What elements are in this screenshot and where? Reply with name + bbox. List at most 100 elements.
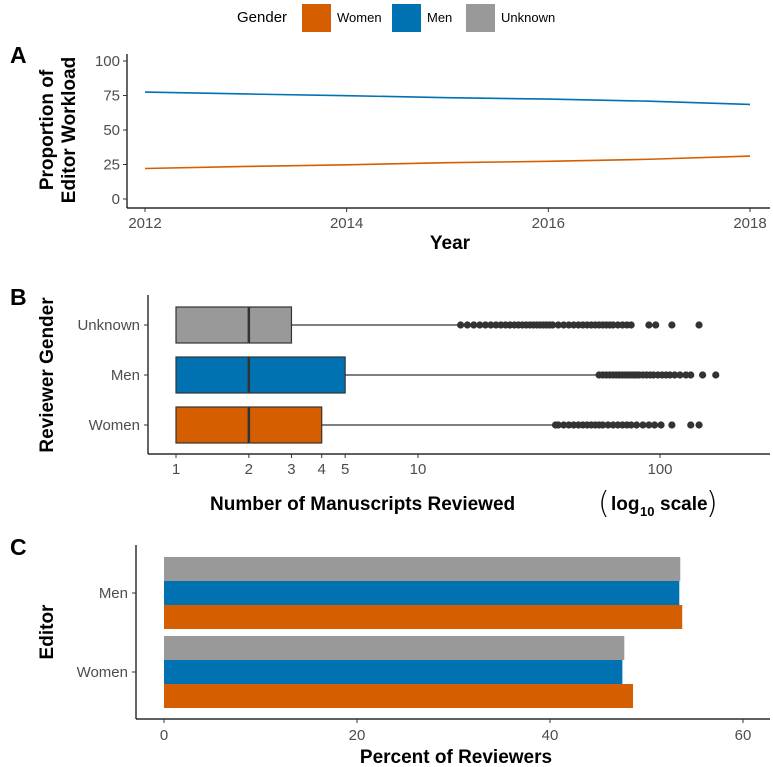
panel-b-outlier-women	[695, 421, 703, 429]
legend-label-women: Women	[337, 10, 382, 25]
panel-b-y-title-wrap: Reviewer Gender	[37, 297, 58, 453]
panel-a-x-tick-label: 2016	[532, 215, 565, 232]
panel-a-line-women	[144, 155, 751, 170]
panel-b-x-tick-label: 2	[245, 461, 253, 478]
legend-swatch-women	[302, 4, 331, 32]
panel-a-y-tick-label: 0	[112, 191, 120, 208]
panel-b-x-ticks: 1 2 3 4 5 10 100	[172, 454, 673, 478]
panel-b-outlier-women	[632, 421, 641, 429]
panel-c-bar-women-men	[164, 660, 623, 684]
panel-a-x-ticks: 2012 2014 2016 2018	[128, 208, 767, 232]
panel-b-x-title-base: 10	[640, 504, 654, 519]
panel-c-x-title: Percent of Reviewers	[360, 747, 552, 767]
panel-a-line-men	[144, 91, 751, 106]
panel-b-outlier-men	[671, 371, 679, 379]
panel-b-outlier-unknown	[487, 321, 495, 329]
panel-b-x-title-open-paren: (	[598, 486, 610, 521]
panel-c-x-tick-label: 20	[349, 727, 366, 744]
panel-b-outlier-men	[699, 371, 707, 379]
panel-b-outlier-women	[627, 421, 635, 429]
panel-c-x-tick-label: 0	[160, 727, 168, 744]
panel-b-x-tick-label: 100	[647, 461, 672, 478]
panel-c-bar-women-unknown	[164, 636, 625, 660]
legend-label-unknown: Unknown	[501, 10, 555, 25]
panel-a-y-tick-label: 75	[103, 88, 120, 105]
panel-b-x-title-log: log	[611, 494, 640, 515]
panel-b-outlier-women	[560, 421, 568, 429]
panel-a-y-tick-label: 25	[103, 157, 120, 174]
panel-b-outlier-women	[687, 421, 695, 429]
panel-a-y-title-line1: Proportion of	[37, 69, 58, 190]
panel-b-outlier-unknown	[652, 321, 660, 329]
panel-c-x-ticks: 0 20 40 60	[160, 719, 752, 744]
panel-c-y-tick-label: Men	[99, 585, 128, 602]
panel-c-x-tick-label: 40	[542, 727, 559, 744]
panel-a-x-title: Year	[430, 233, 471, 254]
panel-c-x-tick-label: 60	[735, 727, 752, 744]
panel-c-bar-women-women	[164, 684, 633, 708]
panel-a-y-title-line2: Editor Workload	[59, 57, 80, 203]
panel-c-y-tick-label: Women	[77, 664, 128, 681]
panel-b-x-tick-label: 3	[287, 461, 295, 478]
panel-b-outlier-women	[668, 421, 676, 429]
legend: Gender Women Men Unknown	[237, 4, 555, 32]
panel-b-x-title-close-paren: )	[706, 486, 718, 521]
panel-c-letter: C	[10, 534, 27, 560]
panel-b-outlier-unknown	[476, 321, 484, 329]
panel-b-outlier-unknown	[457, 321, 465, 329]
legend-swatch-unknown	[466, 4, 495, 32]
panel-b-outlier-men	[676, 371, 684, 379]
panel-a-lines	[144, 91, 751, 170]
panel-c-bar-men-men	[164, 581, 680, 605]
panel-a-y-tick-label: 100	[95, 53, 120, 70]
panel-b-y-ticks: Unknown Men Women	[77, 317, 148, 434]
panel-b-outlier-unknown	[549, 321, 557, 329]
panel-c-bars	[164, 557, 683, 708]
panel-b-letter: B	[10, 284, 27, 310]
legend-swatch-men	[392, 4, 421, 32]
panel-a-letter: A	[10, 42, 27, 68]
panel-b-box-men	[175, 356, 346, 394]
panel-b-x-tick-label: 10	[410, 461, 427, 478]
panel-b-y-tick-label: Men	[111, 367, 140, 384]
panel-a-y-title: Proportion of Editor Workload	[37, 57, 80, 203]
panel-b-x-title-main: Number of Manuscripts Reviewed	[210, 494, 515, 515]
panel-b-x-tick-label: 5	[341, 461, 349, 478]
panel-c-y-title-wrap: Editor	[37, 604, 58, 659]
panel-b-outlier-women	[604, 421, 612, 429]
panel-b-outlier-women	[554, 421, 562, 429]
panel-a-x-tick-label: 2012	[128, 215, 161, 232]
panel-b-x-tick-label: 1	[172, 461, 180, 478]
panel-b-outlier-women	[639, 421, 647, 429]
panel-b-outlier-women	[657, 421, 665, 429]
panel-b-box-unknown	[175, 306, 293, 344]
panel-c-y-title: Editor	[37, 604, 58, 659]
panel-b-outlier-unknown	[481, 321, 490, 329]
panel-b-x-title-scale: scale	[660, 494, 708, 515]
panel-b-outlier-men	[687, 371, 695, 379]
legend-title: Gender	[237, 9, 287, 26]
panel-b-outlier-women	[645, 421, 653, 429]
panel-b-boxes	[175, 306, 720, 444]
legend-label-men: Men	[427, 10, 452, 25]
panel-b-y-title: Reviewer Gender	[37, 297, 58, 453]
panel-a-x-tick-label: 2018	[733, 215, 766, 232]
panel-b-x-tick-label: 4	[318, 461, 326, 478]
panel-b-outlier-unknown	[560, 321, 568, 329]
panel-c-bar-men-unknown	[164, 557, 681, 581]
panel-a-y-ticks: 0 25 50 75 100	[95, 53, 127, 208]
panel-b-y-tick-label: Women	[89, 417, 140, 434]
panel-a: A 0 25 50 75 100 2012 2014 2016 2018 Year Propo…	[10, 42, 770, 254]
panel-b-outlier-women	[651, 421, 659, 429]
panel-a-y-tick-label: 50	[103, 122, 120, 139]
panel-b-outlier-unknown	[554, 321, 562, 329]
panel-c-y-ticks: Men Women	[77, 585, 136, 681]
panel-b-outlier-women	[599, 421, 607, 429]
panel-b-outlier-men	[712, 371, 720, 379]
panel-a-x-tick-label: 2014	[330, 215, 363, 232]
panel-b: B Unknown Men Women 1 2 3 4 5 10 100 Number of M…	[10, 284, 770, 521]
panel-b-y-tick-label: Unknown	[77, 317, 140, 334]
panel-b-outlier-unknown	[627, 321, 635, 329]
